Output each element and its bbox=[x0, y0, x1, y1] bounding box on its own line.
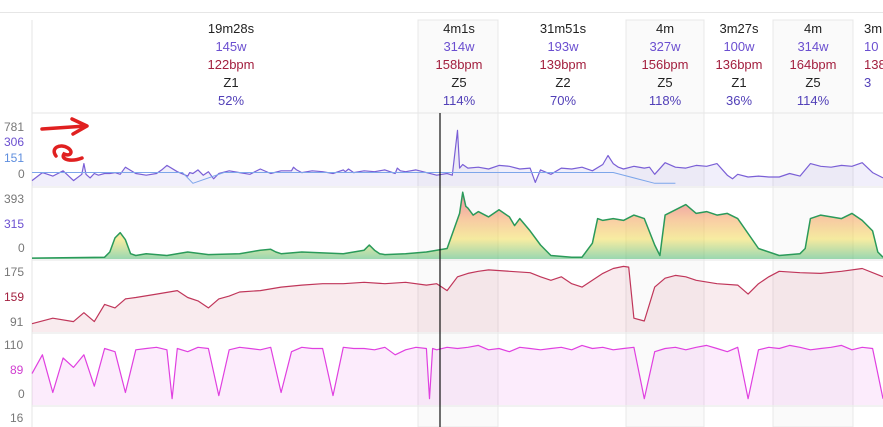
interval-power: 100w bbox=[723, 39, 755, 54]
interval-percent: 70% bbox=[549, 93, 577, 108]
interval-duration: 4m bbox=[655, 21, 675, 36]
cadence-axis-max: 110 bbox=[4, 338, 24, 352]
interval-zone: Z1 bbox=[731, 75, 747, 90]
interval-duration: 4m bbox=[803, 21, 823, 36]
interval-percent: 118% bbox=[648, 93, 682, 108]
top-divider bbox=[0, 12, 883, 13]
power-axis-ftp: 151 bbox=[4, 151, 25, 165]
interval-heart-rate: 164bpm bbox=[789, 57, 837, 72]
interval-duration: 3m bbox=[864, 21, 883, 36]
interval-header[interactable]: 3m27s 100w 136bpm Z1 36% bbox=[708, 20, 770, 110]
hr-series-line bbox=[31, 265, 883, 325]
interval-heart-rate: 138 bbox=[864, 57, 883, 72]
interval-duration: 4m1s bbox=[443, 21, 475, 36]
wbal-axis-max: 393 bbox=[4, 192, 25, 206]
interval-header[interactable]: 31m51s 193w 139bpm Z2 70% bbox=[528, 20, 598, 110]
cadence-axis-min: 0 bbox=[18, 387, 25, 401]
interval-power: 314w bbox=[443, 39, 475, 54]
interval-duration: 19m28s bbox=[207, 21, 255, 36]
interval-header[interactable]: 19m28s 145w 122bpm Z1 52% bbox=[196, 20, 266, 110]
power-axis-avg: 306 bbox=[4, 135, 25, 149]
interval-percent: 36% bbox=[725, 93, 753, 108]
hr-area bbox=[32, 266, 883, 332]
interval-percent: 52% bbox=[217, 93, 245, 108]
interval-duration: 3m27s bbox=[719, 21, 759, 36]
power-area bbox=[32, 130, 883, 186]
hr-axis-min: 91 bbox=[10, 315, 24, 329]
interval-zone: Z5 bbox=[657, 75, 673, 90]
interval-zone: Z1 bbox=[223, 75, 239, 90]
panel-dividers bbox=[31, 20, 883, 427]
wbal-axis-min: 0 bbox=[18, 241, 25, 255]
interval-zone: Z2 bbox=[555, 75, 571, 90]
cadence-series-line bbox=[31, 344, 883, 400]
wbal-series-line bbox=[31, 191, 883, 259]
interval-header[interactable]: 4m 327w 156bpm Z5 118% bbox=[630, 20, 700, 110]
cadence-axis-avg: 89 bbox=[10, 363, 24, 377]
interval-zone: Z5 bbox=[451, 75, 467, 90]
wbal-axis-mid: 315 bbox=[4, 217, 25, 231]
interval-percent: 3 bbox=[864, 75, 872, 90]
interval-heart-rate: 122bpm bbox=[207, 57, 255, 72]
ftp-series-line bbox=[32, 172, 676, 184]
power-axis-max: 781 bbox=[4, 120, 25, 134]
interval-heart-rate: 158bpm bbox=[435, 57, 483, 72]
interval-power: 193w bbox=[547, 39, 579, 54]
interval-duration: 31m51s bbox=[539, 21, 587, 36]
interval-header[interactable]: 3m 10 138 3 bbox=[864, 20, 883, 92]
interval-percent: 114% bbox=[442, 93, 476, 108]
interval-power: 327w bbox=[649, 39, 681, 54]
hr-axis-avg: 159 bbox=[4, 290, 25, 304]
speed-axis-max: 16 bbox=[10, 411, 24, 425]
wbal-area bbox=[32, 192, 883, 259]
red-annotation-scribble bbox=[52, 144, 84, 162]
interval-header[interactable]: 4m 314w 164bpm Z5 114% bbox=[778, 20, 848, 110]
interval-header[interactable]: 4m1s 314w 158bpm Z5 114% bbox=[424, 20, 494, 110]
interval-zone: Z5 bbox=[805, 75, 821, 90]
interval-percent: 114% bbox=[796, 93, 830, 108]
interval-heart-rate: 139bpm bbox=[539, 57, 587, 72]
cadence-area bbox=[32, 345, 883, 405]
interval-power: 10 bbox=[864, 39, 879, 54]
interval-power: 314w bbox=[797, 39, 829, 54]
interval-heart-rate: 136bpm bbox=[715, 57, 763, 72]
interval-heart-rate: 156bpm bbox=[641, 57, 689, 72]
hr-axis-max: 175 bbox=[4, 265, 25, 279]
red-annotation-arrow bbox=[40, 117, 89, 136]
power-axis-min: 0 bbox=[18, 167, 25, 181]
interval-power: 145w bbox=[215, 39, 247, 54]
power-series-line bbox=[31, 129, 883, 183]
